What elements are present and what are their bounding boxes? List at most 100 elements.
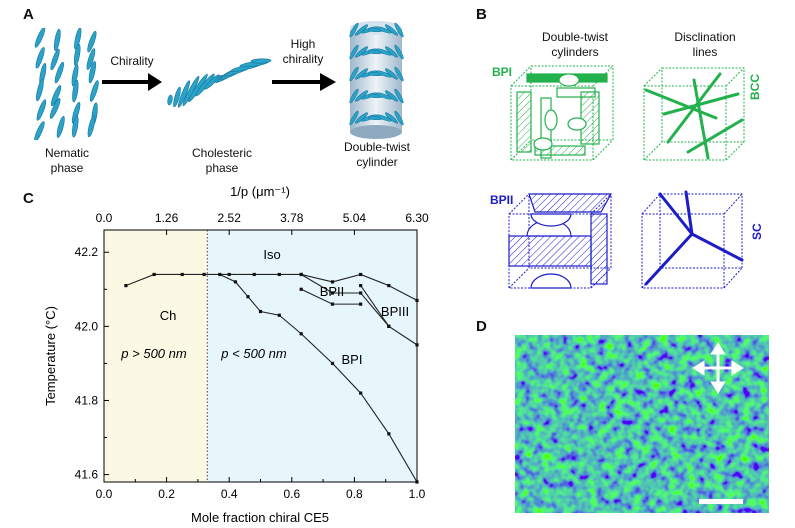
panel-b-label: B [476, 6, 487, 23]
cholesteric-rod [173, 86, 181, 108]
nematic-rod [72, 115, 79, 138]
bpii-label: BPII [490, 193, 514, 207]
nematic-rod [34, 28, 46, 48]
phase-label-bpiii: BPIII [381, 304, 409, 319]
x-tick-label: 0.4 [221, 487, 238, 501]
top-tick-label: 6.30 [405, 211, 429, 225]
scale-bar [699, 499, 743, 504]
top-tick-label: 5.04 [343, 211, 367, 225]
bp-region [207, 230, 417, 482]
data-point [252, 272, 256, 277]
x-tick-label: 1.0 [409, 487, 426, 501]
cylinder-rod [376, 92, 392, 100]
bpii-cylinder-cell [508, 193, 613, 289]
nematic-rod [86, 48, 96, 70]
nematic-rod [50, 48, 60, 71]
cholesteric-rod [167, 94, 173, 106]
cylinder-rod [385, 90, 398, 102]
phase-label-iso: Iso [263, 247, 280, 262]
cylinder-rod [376, 48, 392, 56]
data-point [299, 287, 303, 291]
series-line-4 [219, 273, 418, 483]
data-point [387, 432, 391, 436]
cylinder-rod [376, 70, 392, 78]
cylinder-rod [385, 68, 398, 80]
top-tick-label: 0.0 [96, 211, 113, 225]
cholesteric-rod [250, 58, 272, 64]
high-chirality-arrow [272, 73, 336, 91]
data-point [180, 272, 184, 277]
y-tick-label: 42.0 [75, 319, 99, 333]
phase-label-bpii: BPII [320, 284, 345, 299]
top-tick-label: 2.52 [218, 211, 242, 225]
cylinder-rod [394, 44, 404, 60]
nematic-rod [88, 61, 97, 84]
x-tick-label: 0.6 [283, 487, 300, 501]
ch-region [104, 230, 208, 482]
y-tick-label: 42.2 [75, 245, 99, 259]
nematic-rod [53, 28, 61, 52]
disclination-lines-header-1: Disclination [674, 30, 736, 44]
cylinder-rod [349, 44, 359, 60]
data-point [202, 272, 206, 277]
nematic-rod [36, 79, 44, 102]
data-point [124, 283, 128, 288]
panel-a-label: A [23, 6, 34, 23]
data-point [359, 302, 363, 306]
cylinder-rod [394, 66, 404, 82]
sc-label: SC [750, 223, 764, 240]
cylinder-rod [394, 22, 404, 38]
panel-d-label: D [476, 318, 487, 335]
data-point [258, 309, 263, 314]
x-tick-label: 0.0 [96, 487, 113, 501]
bpi-disclination-cell [643, 67, 745, 161]
cylinder-rod [394, 110, 404, 126]
data-point [415, 343, 419, 347]
cholesteric-caption-2: phase [205, 161, 239, 175]
cylinder-caption-1: Double-twist [343, 140, 411, 154]
nematic-rod [34, 121, 45, 140]
cylinder-caption-2: cylinder [356, 155, 398, 169]
top-axis-title: 1/p (μm⁻¹) [230, 184, 290, 199]
region-bp-condition: p < 500 nm [220, 346, 287, 361]
data-point [359, 291, 363, 295]
cylinder-rod [376, 114, 392, 122]
nematic-rod [71, 64, 79, 87]
region-ch-condition: p > 500 nm [120, 346, 187, 361]
panel-c-label: C [23, 190, 34, 207]
double-twist-cylinder-figure [349, 21, 404, 139]
data-point [330, 280, 335, 284]
nematic-rod [36, 99, 47, 121]
data-point [359, 272, 363, 277]
double-twist-cylinders-header-2: cylinders [551, 45, 599, 59]
nematic-rod [56, 116, 65, 138]
disclination-lines-header-2: lines [692, 45, 718, 59]
nematic-caption-2: phase [50, 161, 84, 175]
phase-label-bpi: BPI [342, 352, 363, 367]
bpii-disclination-cell [641, 190, 744, 289]
data-point [299, 272, 303, 277]
cylinder-rod [349, 88, 359, 104]
bpi-cylinder-cell [510, 65, 614, 161]
data-point [152, 272, 156, 277]
data-point [246, 295, 250, 299]
cholesteric-phase-figure [167, 58, 272, 108]
cholesteric-rod [204, 74, 220, 90]
bpi-label: BPI [492, 65, 513, 79]
nematic-rod [72, 79, 79, 103]
high-chirality-label-2: chirality [282, 52, 324, 66]
nematic-rod [74, 28, 82, 50]
x-axis-title: Mole fraction chiral CE5 [191, 510, 329, 525]
data-point [299, 332, 303, 336]
data-point [330, 361, 335, 366]
polarizer-cross-icon [692, 342, 744, 394]
y-axis-title: Temperature (°C) [43, 306, 58, 406]
micrograph-image [515, 335, 769, 513]
data-point [330, 291, 335, 295]
data-point [227, 272, 231, 277]
data-point [277, 272, 281, 277]
high-chirality-label-1: High [290, 37, 316, 51]
phase-diagram-chart: 0.0 0.2 0.4 0.6 0.8 1.0 41.6 41.8 42.0 42.2 0.0 1.2… [43, 184, 429, 525]
data-point [359, 283, 363, 288]
top-tick-label: 3.78 [280, 211, 304, 225]
